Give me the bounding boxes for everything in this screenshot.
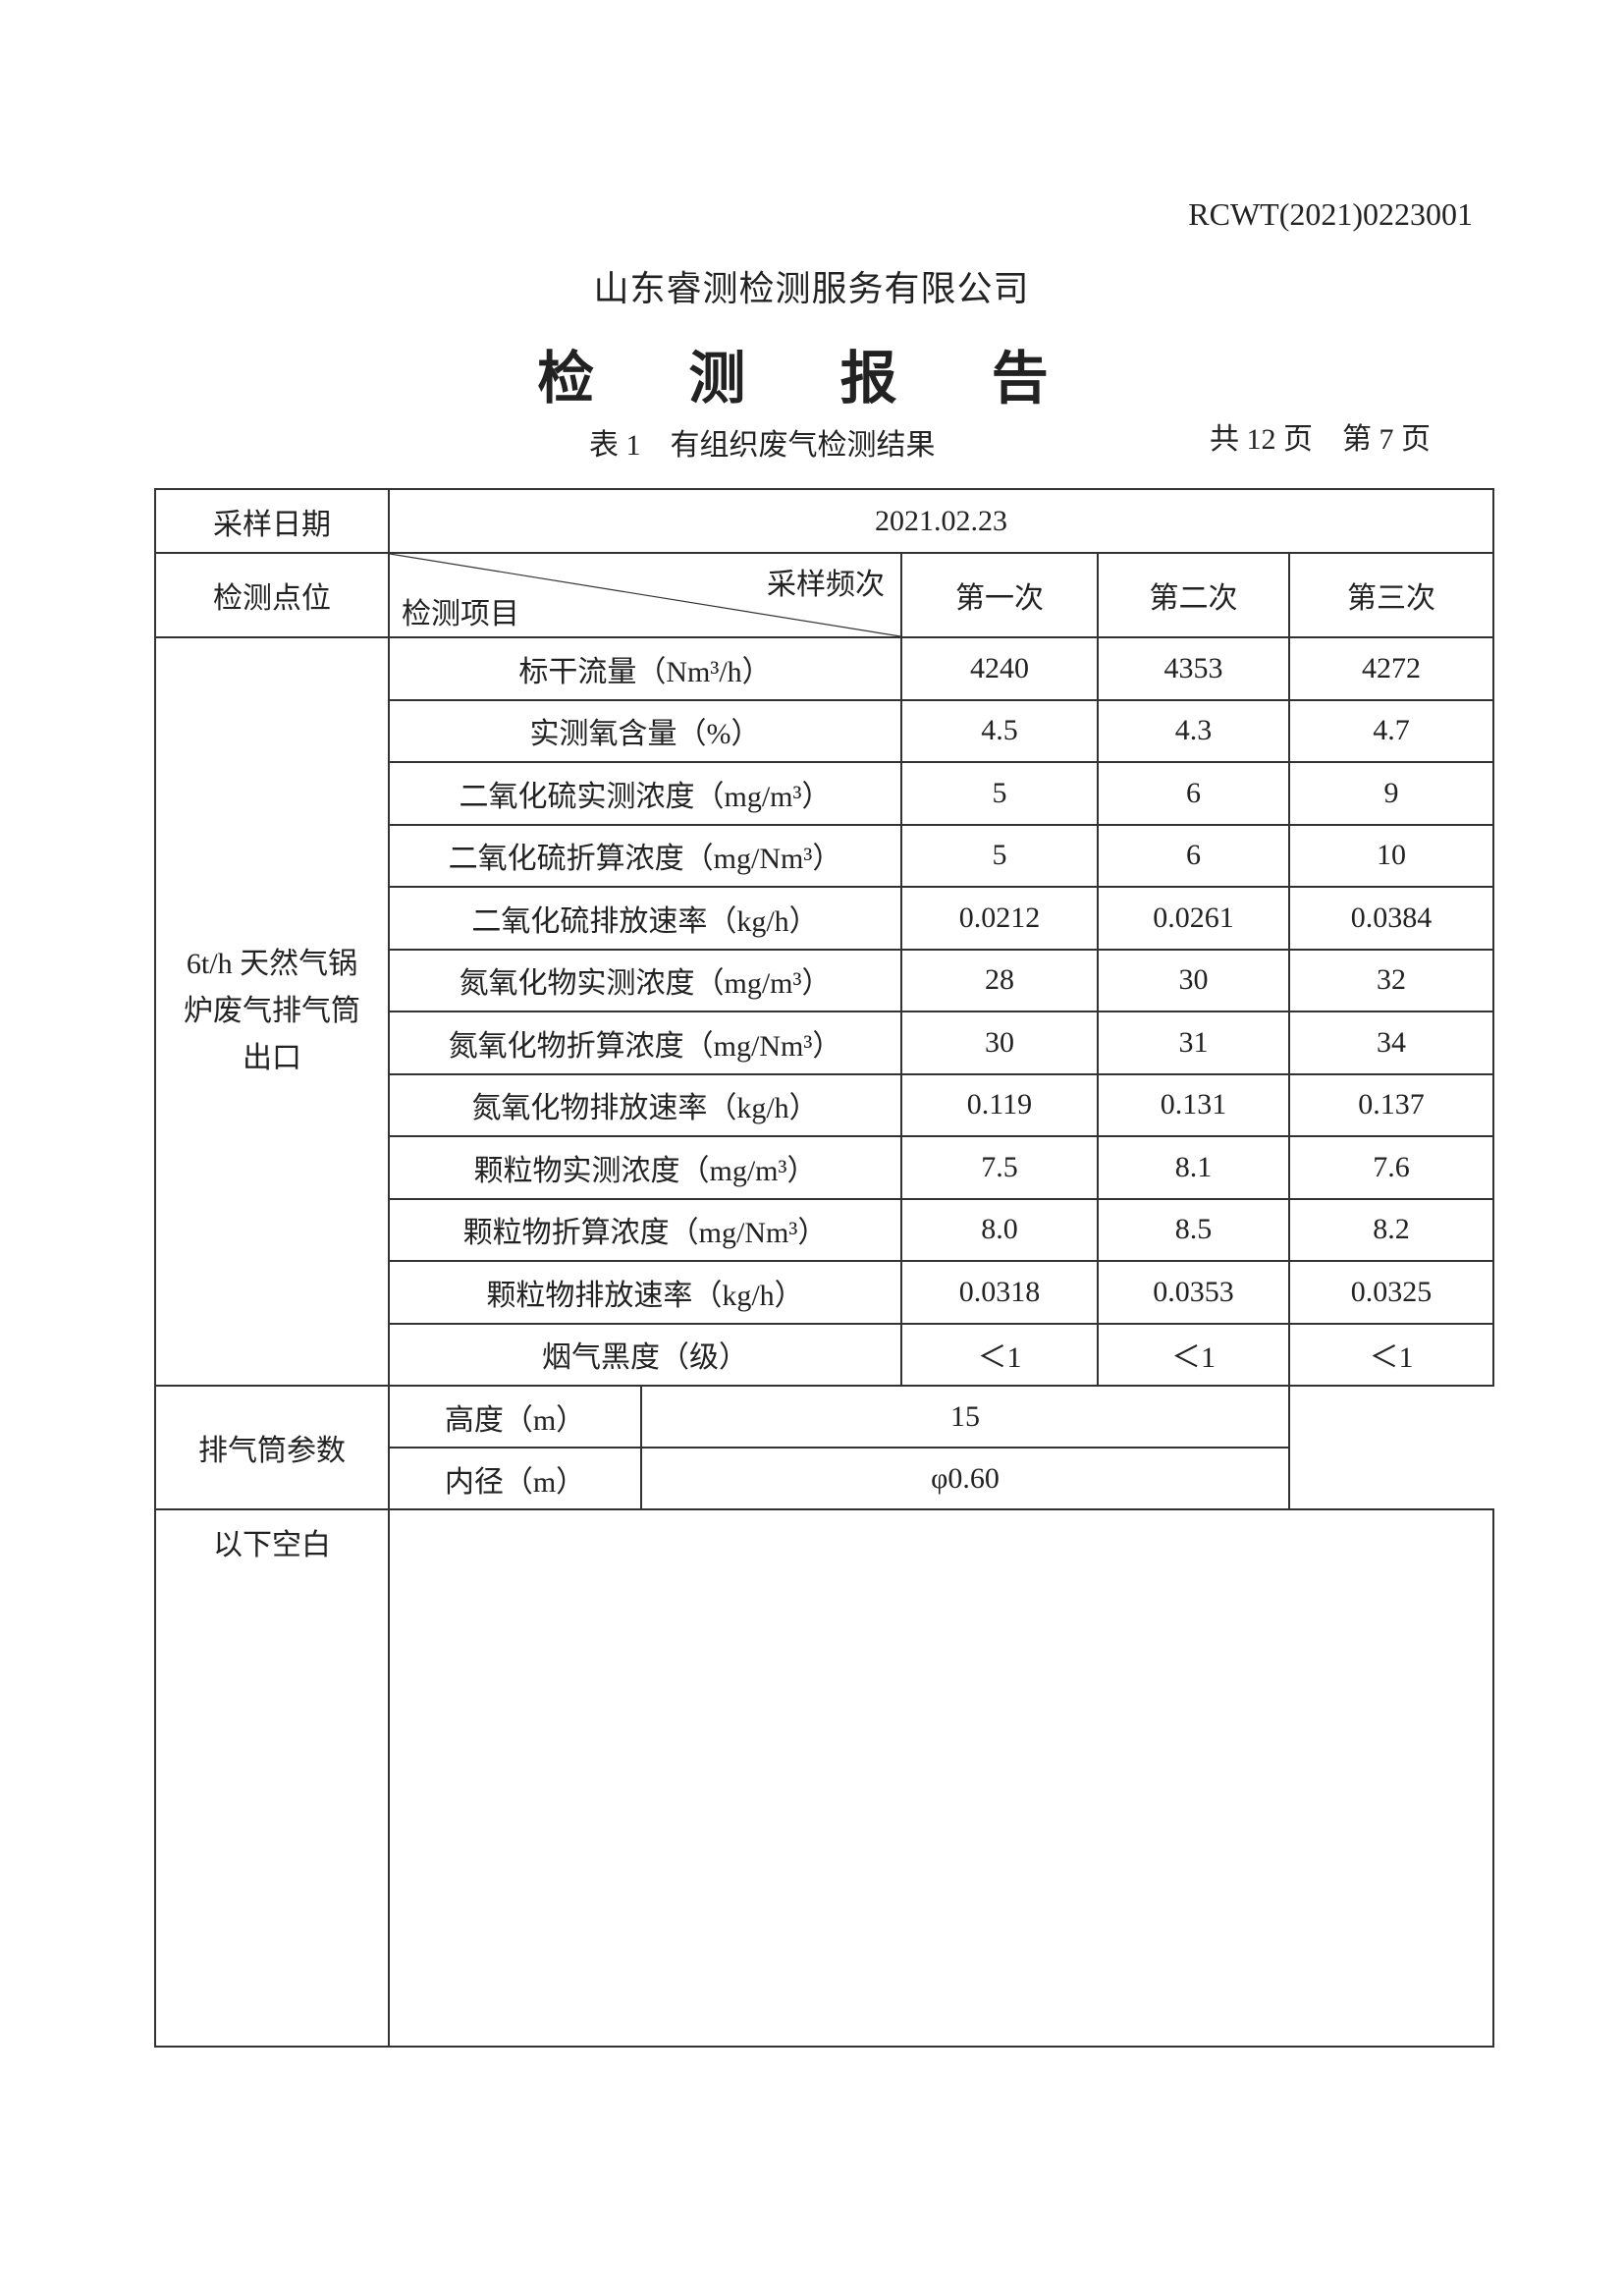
run-3-value: 32 [1287, 948, 1495, 1012]
run-2-value: 31 [1097, 1011, 1290, 1075]
run-1-value: 7.5 [900, 1135, 1099, 1200]
run-2-value: 4.3 [1097, 698, 1290, 763]
blank-label: 以下空白 [154, 1508, 390, 2048]
results-table: 采样日期 2021.02.23 检测点位 采样频次 检测项目 第一次 第二次 第… [154, 488, 1495, 2048]
run-2-header: 第二次 [1097, 552, 1290, 638]
item-name: 氮氧化物排放速率（kg/h） [388, 1072, 902, 1137]
point-label: 检测点位 [154, 552, 390, 638]
run-3-value: 0.0384 [1287, 886, 1495, 951]
run-2-value: 0.0261 [1097, 886, 1290, 951]
item-name: 氮氧化物折算浓度（mg/Nm³） [388, 1011, 902, 1075]
freq-label: 采样频次 [767, 569, 885, 601]
stack-height-row: 排气筒参数 高度（m） 15 [154, 1385, 1493, 1510]
run-2-value: 4353 [1097, 636, 1290, 701]
report-title: 检 测 报 告 [537, 345, 1086, 411]
run-1-value: 0.119 [900, 1072, 1099, 1137]
measurement-row: 二氧化硫排放速率（kg/h） 0.0212 0.0261 0.0384 [155, 886, 1495, 951]
run-2-value: 0.131 [1097, 1072, 1290, 1137]
page-indicator: 共 12 页 第 7 页 [1210, 423, 1431, 456]
measurement-row: 二氧化硫实测浓度（mg/m³） 5 6 9 [155, 761, 1495, 826]
measurement-row: 氮氧化物实测浓度（mg/m³） 28 30 32 [155, 948, 1495, 1012]
run-3-value: 8.2 [1287, 1197, 1495, 1262]
run-1-value: 0.0318 [900, 1260, 1099, 1325]
run-3-value: 0.0325 [1287, 1260, 1495, 1325]
item-label: 检测项目 [402, 598, 519, 630]
run-2-value: 8.1 [1097, 1135, 1290, 1200]
run-2-value: 30 [1097, 948, 1290, 1012]
measurement-row: 颗粒物排放速率（kg/h） 0.0318 0.0353 0.0325 [155, 1260, 1495, 1325]
report-number: RCWT(2021)0223001 [1188, 196, 1473, 232]
run-1-value: 8.0 [900, 1197, 1099, 1262]
table-caption: 表 1 有组织废气检测结果 [589, 429, 936, 462]
point-name: 6t/h 天然气锅炉废气排气筒出口 [154, 636, 390, 1387]
run-3-value: 4272 [1287, 636, 1495, 701]
measurement-row: 6t/h 天然气锅炉废气排气筒出口 标干流量（Nm³/h） 4240 4353 4272 [154, 636, 1495, 1387]
measurement-row: 烟气黑度（级） ＜1 ＜1 ＜1 [155, 1322, 1495, 1387]
item-name: 二氧化硫实测浓度（mg/m³） [388, 761, 902, 826]
run-3-value: 10 [1287, 823, 1495, 888]
run-3-header: 第三次 [1287, 552, 1495, 638]
item-name: 实测氧含量（%） [388, 698, 902, 763]
run-3-value: 34 [1287, 1011, 1495, 1075]
run-2-value: ＜1 [1097, 1322, 1290, 1387]
item-name: 标干流量（Nm³/h） [388, 636, 902, 701]
company-name: 山东睿测检测服务有限公司 [593, 269, 1030, 309]
blank-row: 以下空白 [154, 1508, 1495, 2048]
run-1-value: 5 [900, 823, 1099, 888]
run-3-value: 9 [1287, 761, 1495, 826]
stack-label: 排气筒参数 [154, 1385, 390, 1510]
run-3-value: ＜1 [1287, 1322, 1495, 1387]
run-1-value: 0.0212 [900, 886, 1099, 951]
item-name: 二氧化硫排放速率（kg/h） [388, 886, 902, 951]
measurement-row: 实测氧含量（%） 4.5 4.3 4.7 [155, 698, 1495, 763]
stack-diameter-row: 内径（m） φ0.60 [155, 1447, 1493, 1510]
run-2-value: 6 [1097, 823, 1290, 888]
measurement-row: 氮氧化物折算浓度（mg/Nm³） 30 31 34 [155, 1011, 1495, 1075]
stack-diameter-label: 内径（m） [388, 1447, 642, 1510]
run-1-header: 第一次 [900, 552, 1099, 638]
item-name: 颗粒物实测浓度（mg/m³） [388, 1135, 902, 1200]
measurement-row: 氮氧化物排放速率（kg/h） 0.119 0.131 0.137 [155, 1072, 1495, 1137]
stack-height-label: 高度（m） [388, 1385, 642, 1449]
run-3-value: 0.137 [1287, 1072, 1495, 1137]
run-1-value: ＜1 [900, 1322, 1099, 1387]
run-2-value: 8.5 [1097, 1197, 1290, 1262]
run-1-value: 5 [900, 761, 1099, 826]
item-name: 颗粒物折算浓度（mg/Nm³） [388, 1197, 902, 1262]
header-row: 检测点位 采样频次 检测项目 第一次 第二次 第三次 [154, 552, 1495, 638]
measurement-row: 颗粒物实测浓度（mg/m³） 7.5 8.1 7.6 [155, 1135, 1495, 1200]
date-value: 2021.02.23 [387, 488, 1495, 554]
diagonal-line [390, 554, 900, 636]
date-row: 采样日期 2021.02.23 [154, 488, 1495, 554]
blank-area [387, 1508, 1495, 2048]
stack-diameter-value: φ0.60 [640, 1447, 1290, 1510]
run-3-value: 7.6 [1287, 1135, 1495, 1200]
run-1-value: 4.5 [900, 698, 1099, 763]
diagonal-header: 采样频次 检测项目 [388, 552, 902, 638]
run-1-value: 28 [900, 948, 1099, 1012]
item-name: 氮氧化物实测浓度（mg/m³） [388, 948, 902, 1012]
item-name: 颗粒物排放速率（kg/h） [388, 1260, 902, 1325]
run-2-value: 0.0353 [1097, 1260, 1290, 1325]
run-2-value: 6 [1097, 761, 1290, 826]
date-label: 采样日期 [154, 488, 390, 554]
item-name: 二氧化硫折算浓度（mg/Nm³） [388, 823, 902, 888]
run-1-value: 30 [900, 1011, 1099, 1075]
item-name: 烟气黑度（级） [388, 1322, 902, 1387]
run-3-value: 4.7 [1287, 698, 1495, 763]
measurement-row: 颗粒物折算浓度（mg/Nm³） 8.0 8.5 8.2 [155, 1197, 1495, 1262]
measurement-row: 二氧化硫折算浓度（mg/Nm³） 5 6 10 [155, 823, 1495, 888]
run-1-value: 4240 [900, 636, 1099, 701]
stack-height-value: 15 [640, 1385, 1290, 1449]
